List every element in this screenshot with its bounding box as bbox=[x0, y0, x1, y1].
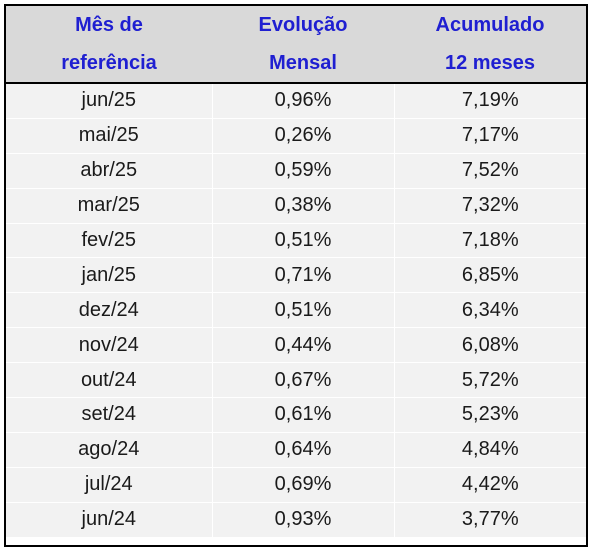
cell-monthly-evolution: 0,67% bbox=[212, 362, 395, 398]
cell-reference-month: jul/24 bbox=[6, 466, 213, 503]
cell-reference-month: mar/25 bbox=[6, 187, 213, 224]
cell-reference-month: fev/25 bbox=[6, 222, 213, 258]
header-accumulated-12m: Acumulado 12 meses bbox=[394, 6, 586, 84]
table-row: jan/25 0,71% 6,85% bbox=[6, 257, 586, 293]
monthly-evolution-table: Mês de referência Evolução Mensal Acumul… bbox=[6, 6, 586, 537]
cell-monthly-evolution: 0,51% bbox=[212, 222, 395, 258]
cell-monthly-evolution: 0,64% bbox=[212, 431, 395, 468]
cell-accumulated-12m: 7,52% bbox=[394, 152, 586, 189]
table-row: abr/25 0,59% 7,52% bbox=[6, 152, 586, 189]
table-row: mai/25 0,26% 7,17% bbox=[6, 117, 586, 154]
cell-accumulated-12m: 3,77% bbox=[394, 501, 586, 537]
cell-accumulated-12m: 7,32% bbox=[394, 187, 586, 224]
header-monthly-evolution-line1: Evolução bbox=[258, 14, 348, 36]
table-row: nov/24 0,44% 6,08% bbox=[6, 327, 586, 363]
header-reference-month: Mês de referência bbox=[6, 6, 212, 84]
cell-monthly-evolution: 0,26% bbox=[212, 117, 395, 154]
cell-reference-month: out/24 bbox=[6, 362, 213, 398]
table-row: out/24 0,67% 5,72% bbox=[6, 362, 586, 398]
cell-monthly-evolution: 0,51% bbox=[212, 292, 395, 328]
cell-accumulated-12m: 6,08% bbox=[394, 327, 586, 363]
table-body: jun/25 0,96% 7,19% mai/25 0,26% 7,17% abr/25 0,… bbox=[6, 83, 586, 537]
cell-monthly-evolution: 0,59% bbox=[212, 152, 395, 189]
cell-monthly-evolution: 0,96% bbox=[212, 83, 395, 119]
cell-reference-month: dez/24 bbox=[6, 292, 213, 328]
table-row: mar/25 0,38% 7,32% bbox=[6, 187, 586, 224]
header-monthly-evolution-line2: Mensal bbox=[269, 52, 337, 74]
cell-accumulated-12m: 4,84% bbox=[394, 431, 586, 468]
cell-reference-month: abr/25 bbox=[6, 152, 213, 189]
cell-reference-month: mai/25 bbox=[6, 117, 213, 154]
cell-monthly-evolution: 0,71% bbox=[212, 257, 395, 293]
cell-reference-month: set/24 bbox=[6, 397, 213, 433]
cell-accumulated-12m: 5,23% bbox=[394, 397, 586, 433]
table-row: dez/24 0,51% 6,34% bbox=[6, 292, 586, 328]
table-row: jun/25 0,96% 7,19% bbox=[6, 83, 586, 119]
table-row: set/24 0,61% 5,23% bbox=[6, 397, 586, 433]
cell-monthly-evolution: 0,38% bbox=[212, 187, 395, 224]
header-reference-month-line2: referência bbox=[61, 52, 157, 74]
table-row: jun/24 0,93% 3,77% bbox=[6, 501, 586, 537]
header-row: Mês de referência Evolução Mensal Acumul… bbox=[6, 6, 586, 84]
cell-reference-month: ago/24 bbox=[6, 431, 213, 468]
cell-accumulated-12m: 5,72% bbox=[394, 362, 586, 398]
header-accumulated-12m-line1: Acumulado bbox=[435, 14, 545, 36]
cell-accumulated-12m: 7,19% bbox=[394, 83, 586, 119]
index-table-container: Mês de referência Evolução Mensal Acumul… bbox=[4, 4, 588, 547]
cell-reference-month: jan/25 bbox=[6, 257, 213, 293]
cell-accumulated-12m: 7,17% bbox=[394, 117, 586, 154]
header-accumulated-12m-line2: 12 meses bbox=[444, 52, 536, 74]
cell-monthly-evolution: 0,93% bbox=[212, 501, 395, 537]
table-row: ago/24 0,64% 4,84% bbox=[6, 431, 586, 468]
cell-accumulated-12m: 7,18% bbox=[394, 222, 586, 258]
cell-accumulated-12m: 4,42% bbox=[394, 466, 586, 503]
cell-reference-month: nov/24 bbox=[6, 327, 213, 363]
table-row: jul/24 0,69% 4,42% bbox=[6, 466, 586, 503]
table-row: fev/25 0,51% 7,18% bbox=[6, 222, 586, 258]
cell-monthly-evolution: 0,69% bbox=[212, 466, 395, 503]
cell-reference-month: jun/24 bbox=[6, 501, 213, 537]
cell-monthly-evolution: 0,61% bbox=[212, 397, 395, 433]
cell-reference-month: jun/25 bbox=[6, 83, 213, 119]
cell-accumulated-12m: 6,34% bbox=[394, 292, 586, 328]
header-monthly-evolution: Evolução Mensal bbox=[212, 6, 394, 84]
cell-monthly-evolution: 0,44% bbox=[212, 327, 395, 363]
table-header: Mês de referência Evolução Mensal Acumul… bbox=[6, 6, 586, 84]
header-reference-month-line1: Mês de bbox=[75, 14, 143, 36]
cell-accumulated-12m: 6,85% bbox=[394, 257, 586, 293]
